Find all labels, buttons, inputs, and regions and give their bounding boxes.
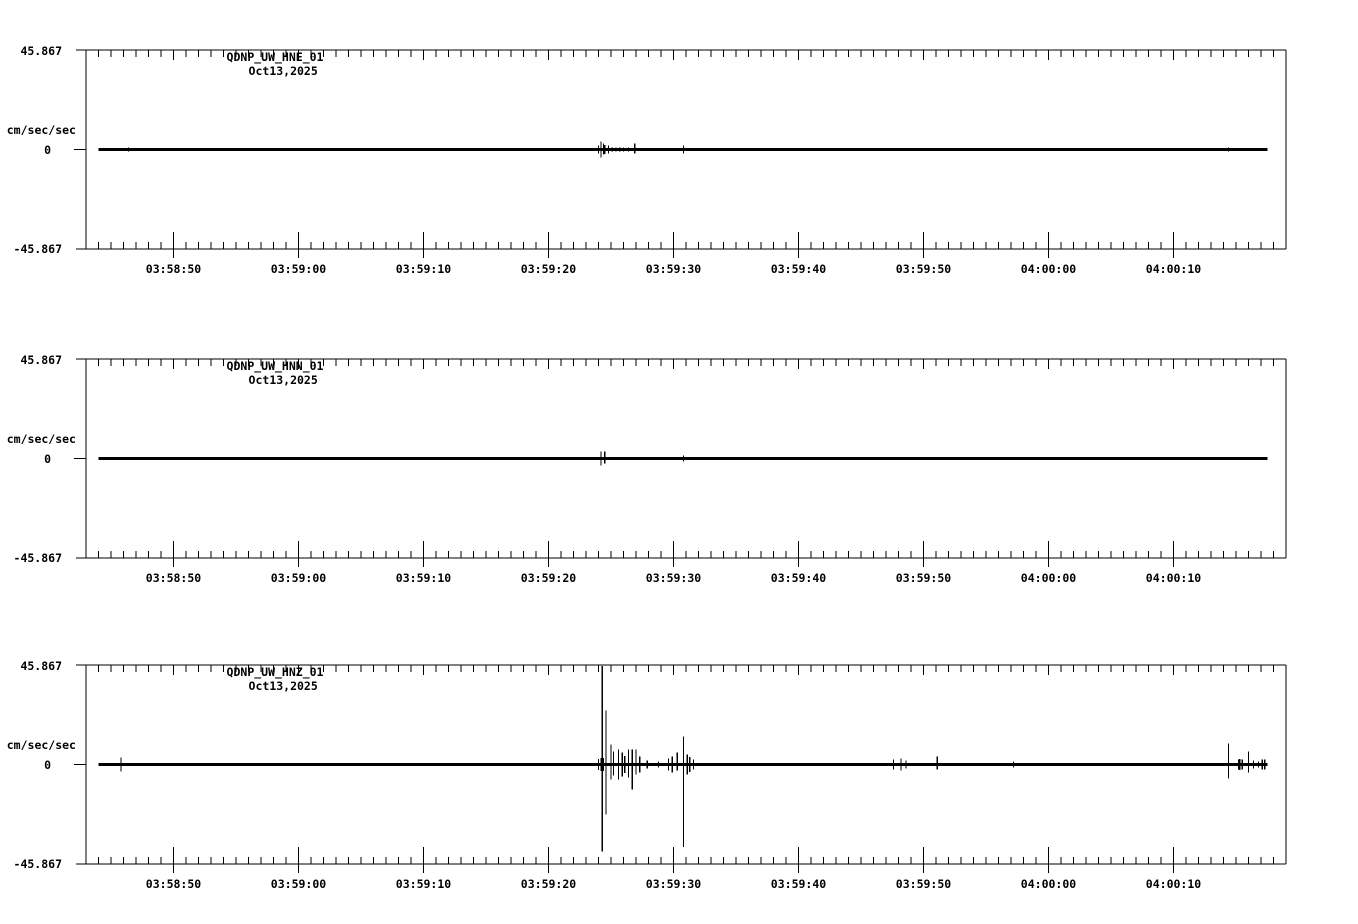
x-tick-label: 03:59:30 [646,262,701,276]
x-tick-label: 03:59:20 [521,877,576,891]
y-max-label: 45.867 [20,44,62,58]
station-id: QDNP_UW_HNN_01 [226,359,324,373]
trace-date: Oct13,2025 [248,373,318,387]
x-tick-label: 03:59:00 [271,262,326,276]
x-tick-label: 03:59:40 [771,877,826,891]
station-id: QDNP_UW_HNE_01 [226,50,324,64]
y-max-label: 45.867 [20,659,62,673]
x-tick-label: 03:59:50 [896,571,951,585]
x-tick-label: 03:59:00 [271,571,326,585]
x-tick-label: 03:59:20 [521,571,576,585]
y-max-label: 45.867 [20,353,62,367]
x-tick-label: 03:59:30 [646,877,701,891]
x-tick-label: 04:00:10 [1146,262,1201,276]
y-unit-label: cm/sec/sec [6,123,76,137]
x-tick-label: 04:00:00 [1021,877,1076,891]
x-tick-label: 03:59:10 [396,262,451,276]
x-tick-label: 03:58:50 [146,571,201,585]
y-unit-label: cm/sec/sec [6,738,76,752]
x-tick-label: 03:59:40 [771,571,826,585]
x-tick-label: 04:00:10 [1146,571,1201,585]
y-min-label: -45.867 [13,857,62,871]
x-tick-label: 03:59:00 [271,877,326,891]
panel-title: QDNP_UW_HNN_01 Oct13,2025 [185,345,324,387]
x-tick-label: 04:00:00 [1021,571,1076,585]
y-unit-label: cm/sec/sec [6,432,76,446]
trace-date: Oct13,2025 [248,679,318,693]
x-tick-label: 03:58:50 [146,877,201,891]
x-tick-label: 03:59:40 [771,262,826,276]
station-id: QDNP_UW_HNZ_01 [226,665,324,679]
x-tick-label: 03:59:30 [646,571,701,585]
x-tick-label: 04:00:00 [1021,262,1076,276]
x-tick-label: 03:59:50 [896,262,951,276]
panel-title: QDNP_UW_HNZ_01 Oct13,2025 [185,651,324,693]
seismic-trace-spikes [120,665,1266,852]
x-tick-label: 03:59:50 [896,877,951,891]
panel-title: QDNP_UW_HNE_01 Oct13,2025 [185,36,324,78]
x-tick-label: 04:00:10 [1146,877,1201,891]
y-zero-label: 0 [44,143,51,157]
x-tick-label: 03:58:50 [146,262,201,276]
x-tick-label: 03:59:10 [396,571,451,585]
x-tick-label: 03:59:10 [396,877,451,891]
y-min-label: -45.867 [13,551,62,565]
x-tick-label: 03:59:20 [521,262,576,276]
trace-date: Oct13,2025 [248,64,318,78]
seismic-trace-spikes [600,451,1170,466]
y-min-label: -45.867 [13,242,62,256]
y-zero-label: 0 [44,452,51,466]
y-zero-label: 0 [44,758,51,772]
seismic-trace-spikes [127,141,1230,158]
